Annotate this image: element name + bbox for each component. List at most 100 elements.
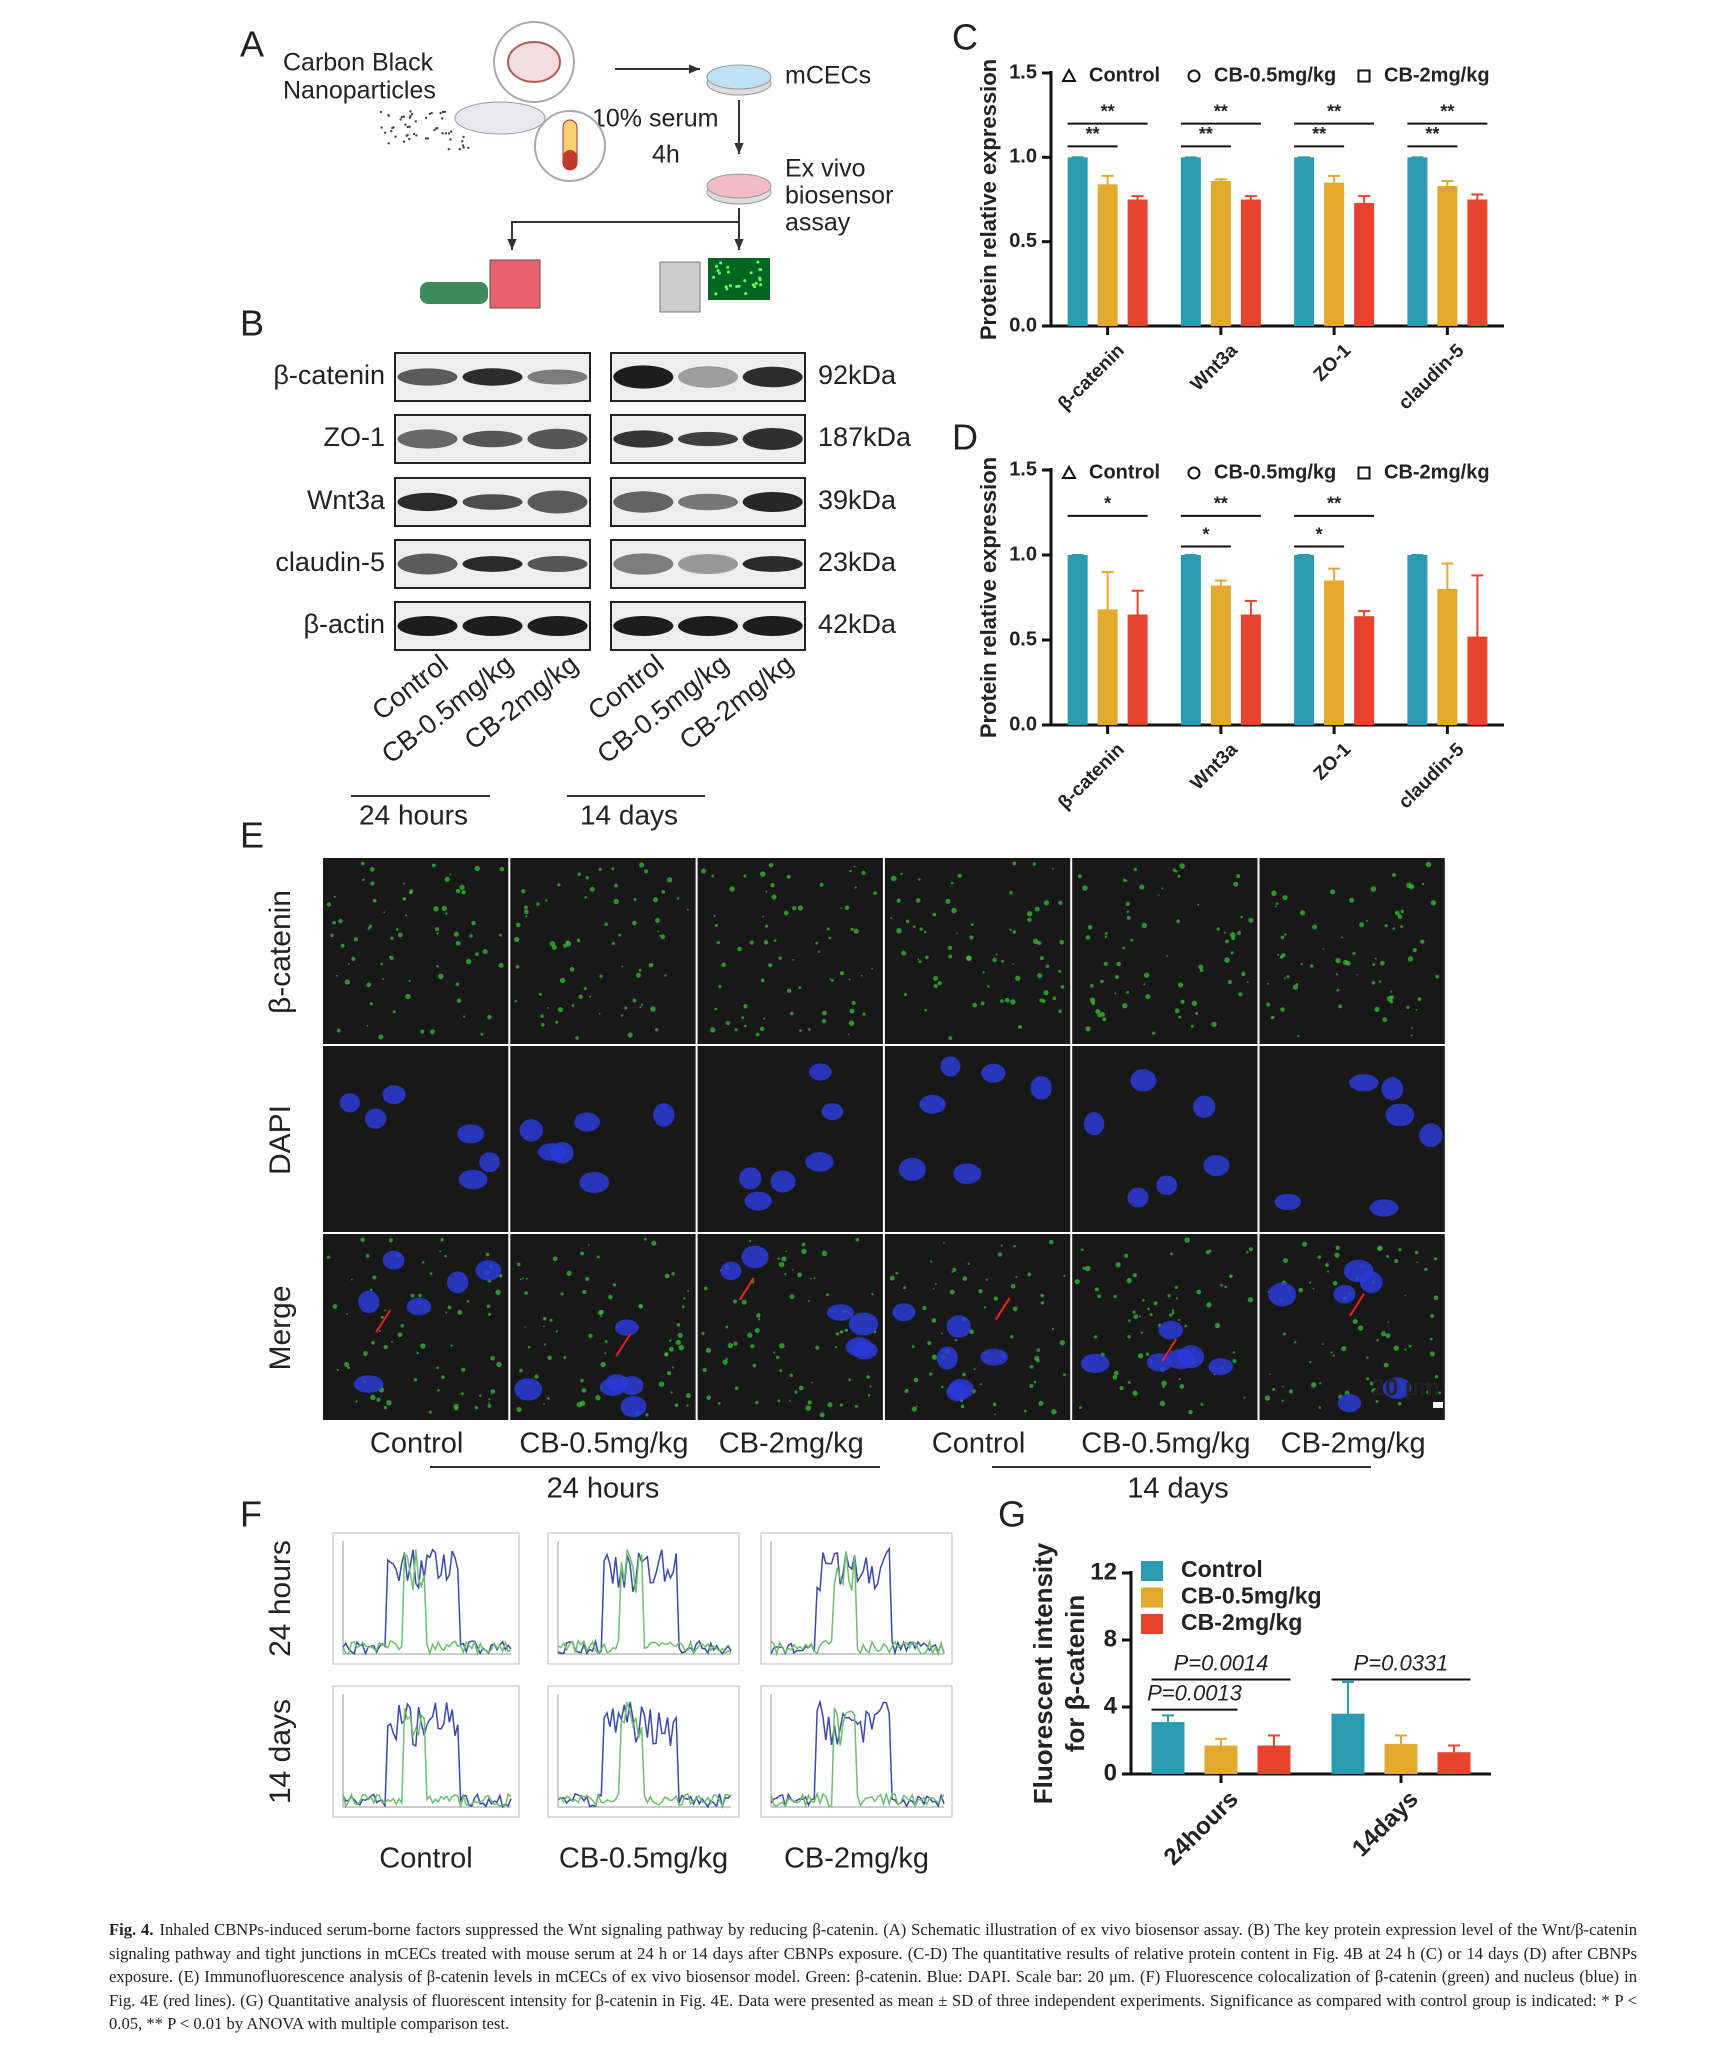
green-signal	[862, 1012, 866, 1016]
nucleus	[1369, 1199, 1399, 1217]
green-signal	[1246, 981, 1249, 984]
weight-label: 42kDa	[818, 609, 897, 639]
particle	[379, 110, 383, 114]
green-signal	[714, 923, 719, 928]
green-signal	[1224, 1285, 1227, 1289]
green-signal	[612, 1283, 617, 1287]
green-signal	[1394, 1259, 1399, 1264]
y-tick-label: 0	[1104, 1759, 1117, 1786]
green-signal	[1330, 889, 1336, 895]
arrow-head	[688, 64, 700, 74]
bar	[1384, 1743, 1418, 1774]
blot-band	[527, 616, 588, 636]
nucleus	[1382, 1377, 1412, 1399]
green-signal	[441, 1375, 445, 1379]
green-signal	[361, 861, 365, 866]
green-signal	[1116, 961, 1121, 967]
green-signal	[941, 1385, 944, 1389]
y-tick-label: 0.0	[1009, 713, 1037, 735]
green-signal	[1338, 1004, 1343, 1009]
green-signal	[960, 1404, 965, 1409]
profile-axis	[557, 1694, 731, 1808]
green-signal	[951, 907, 957, 914]
green-signal	[1159, 1400, 1166, 1407]
green-signal	[1246, 1250, 1249, 1254]
nucleus	[744, 1191, 772, 1211]
green-signal	[1297, 1035, 1300, 1038]
green-signal	[599, 974, 603, 978]
green-signal	[1394, 910, 1400, 916]
green-signal	[366, 982, 372, 988]
green-signal	[702, 1367, 707, 1373]
green-signal	[1012, 861, 1017, 866]
monitor-dot	[724, 285, 728, 289]
green-signal	[777, 1257, 780, 1260]
significance-label: **	[1199, 124, 1213, 144]
green-signal	[1125, 901, 1130, 907]
green-signal	[482, 949, 488, 955]
green-signal	[848, 978, 851, 981]
particle	[402, 140, 406, 143]
green-signal	[1029, 1365, 1034, 1369]
bar	[1204, 1745, 1238, 1774]
green-signal	[825, 1293, 829, 1297]
green-signal	[768, 862, 774, 868]
column-label: Control	[370, 1428, 464, 1460]
nucleus	[653, 1103, 675, 1127]
green-signal	[1264, 1395, 1271, 1401]
green-signal	[621, 965, 624, 968]
blot-band	[527, 369, 588, 385]
particle	[414, 120, 417, 123]
green-signal	[1335, 957, 1341, 964]
particle	[387, 113, 390, 117]
profile-trace	[770, 1546, 945, 1656]
bar	[1180, 555, 1201, 725]
green-signal	[614, 883, 618, 888]
green-signal	[1300, 963, 1303, 966]
green-signal	[1387, 1321, 1390, 1324]
profile-axis	[342, 1541, 511, 1655]
particle	[444, 132, 448, 135]
particle	[462, 146, 465, 149]
green-signal	[683, 1297, 686, 1300]
green-signal	[1383, 1362, 1389, 1368]
green-signal	[922, 1306, 927, 1311]
green-signal	[596, 1255, 600, 1259]
nucleus	[538, 1143, 567, 1162]
nucleus	[1030, 1075, 1052, 1100]
green-signal	[954, 1339, 958, 1342]
nucleus	[605, 1374, 628, 1392]
green-signal	[1036, 1358, 1040, 1363]
green-signal	[918, 878, 921, 881]
green-signal	[809, 1277, 812, 1280]
green-signal	[853, 865, 856, 868]
particle	[441, 117, 444, 120]
blot-band	[742, 616, 803, 636]
green-signal	[734, 1386, 739, 1391]
green-signal	[1346, 961, 1351, 966]
y-tick-label: 0.0	[1009, 314, 1037, 336]
green-signal	[514, 1000, 517, 1003]
green-signal	[557, 1007, 564, 1013]
nucleus	[851, 1341, 878, 1360]
green-signal	[405, 914, 408, 917]
green-signal	[861, 870, 866, 875]
x-tick-label: claudin-5	[1395, 739, 1469, 813]
green-signal	[555, 1020, 559, 1024]
green-signal	[370, 867, 375, 872]
blot-band	[527, 490, 588, 514]
green-signal	[1082, 1266, 1086, 1270]
green-signal	[997, 1252, 1003, 1257]
assay-label: biosensor	[785, 182, 893, 210]
nucleus	[1127, 1187, 1149, 1208]
green-signal	[1142, 1299, 1145, 1302]
green-signal	[420, 1029, 425, 1034]
green-signal	[1312, 1287, 1315, 1290]
green-signal	[1416, 1261, 1418, 1264]
green-signal	[333, 895, 336, 898]
monitor-dot	[726, 265, 730, 269]
green-signal	[1009, 928, 1012, 931]
green-signal	[817, 950, 821, 954]
green-signal	[588, 995, 591, 998]
particle	[409, 114, 412, 118]
